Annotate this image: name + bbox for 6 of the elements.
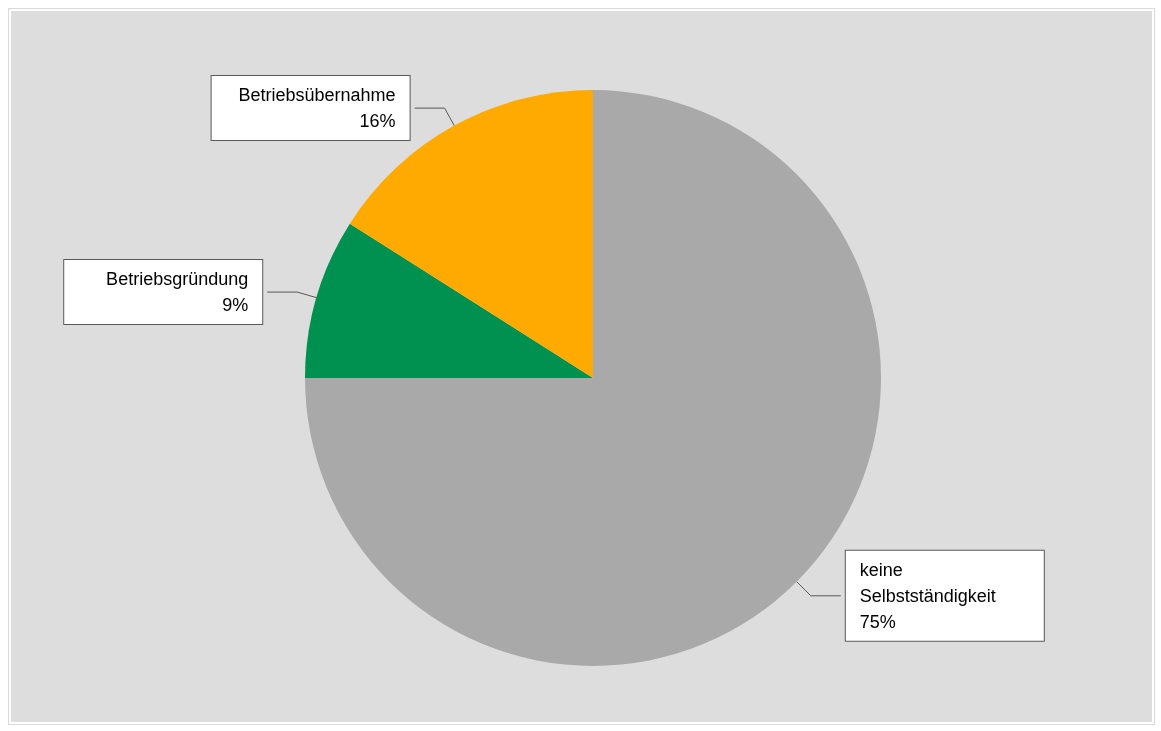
slice-label: Betriebsübernahme [238,85,396,106]
data-label: 75% [859,611,896,632]
data-label: 16% [359,111,396,132]
slice-label: keine Selbstständigkeit [859,559,996,606]
data-label: 9% [222,295,249,316]
slice-label: Betriebsgründung [106,269,249,290]
